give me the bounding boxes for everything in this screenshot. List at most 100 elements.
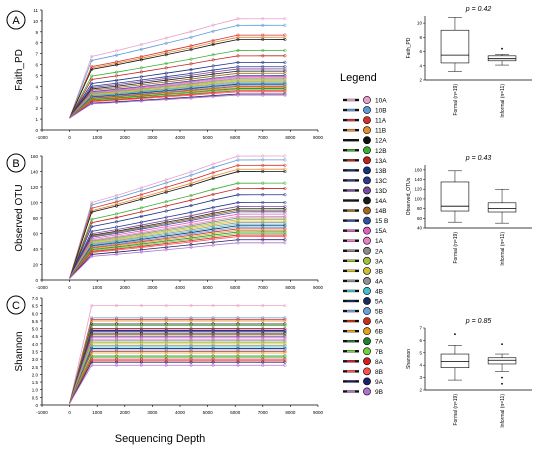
data-point xyxy=(283,231,287,236)
data-point xyxy=(236,48,240,52)
legend: Legend 10A 10B 11A 11B 12A 12B 13A 13B 13C 13D 14A… xyxy=(340,72,388,396)
data-point xyxy=(189,68,193,72)
data-point xyxy=(139,250,143,254)
data-point xyxy=(114,304,119,308)
y-tick-label: 5 xyxy=(35,73,38,78)
data-point xyxy=(114,360,119,364)
y-tick-label: 0 xyxy=(35,278,38,283)
x-tick-label: -1000 xyxy=(36,285,48,290)
legend-label: 9A xyxy=(375,379,384,386)
data-point xyxy=(236,360,240,364)
y-tick-label: 100 xyxy=(414,196,422,201)
data-point xyxy=(261,351,265,355)
x-tick-label: 6000 xyxy=(230,135,241,140)
data-point xyxy=(283,233,287,237)
y-tick-label: 4 xyxy=(419,63,422,68)
box-formal: Formal (n=19) xyxy=(440,17,470,116)
y-tick-label: 3 xyxy=(419,375,422,380)
data-point xyxy=(283,219,287,223)
y-tick-label: 140 xyxy=(30,170,38,175)
y-tick-label: 2.0 xyxy=(32,372,39,377)
series-12A xyxy=(69,37,287,119)
data-point xyxy=(211,70,215,74)
data-point xyxy=(283,227,287,231)
data-point xyxy=(236,23,240,27)
data-point xyxy=(139,319,143,323)
data-point xyxy=(283,33,287,37)
data-point xyxy=(189,173,193,177)
x-axis-label: Sequencing Depth xyxy=(115,433,206,445)
data-point xyxy=(211,216,215,220)
legend-item-7B: 7B xyxy=(343,347,383,356)
data-point xyxy=(211,304,215,308)
legend-item-3A: 3A xyxy=(343,256,384,265)
x-tick-label: 9000 xyxy=(313,135,324,140)
data-point xyxy=(189,214,193,218)
legend-item-13A: 13A xyxy=(343,156,387,165)
series-12B xyxy=(69,48,287,119)
y-axis-label: Faith_PD xyxy=(406,37,412,58)
y-tick-label: 4.0 xyxy=(32,342,39,347)
data-point xyxy=(283,207,287,211)
data-point xyxy=(261,241,265,245)
y-axis-label: Observed OTU xyxy=(14,184,25,251)
legend-label: 3B xyxy=(375,268,383,275)
data-point xyxy=(189,62,193,66)
data-point xyxy=(139,195,143,200)
legend-label: 4B xyxy=(375,288,383,295)
data-point xyxy=(164,200,168,204)
data-point xyxy=(211,214,215,218)
series-15A xyxy=(69,212,287,279)
data-point xyxy=(90,225,94,229)
data-point xyxy=(236,35,240,39)
legend-item-11A: 11A xyxy=(343,116,387,125)
data-point xyxy=(90,351,94,355)
p-value-title: p = 0.42 xyxy=(465,6,492,13)
data-point xyxy=(261,360,265,364)
legend-label: 10A xyxy=(375,98,387,105)
rarefaction-panel-C: C Shannon 0 0.5 1.0 1.5 2.0 2.5 3.0 3.5 4.0 4.5 5.0 5… xyxy=(6,295,324,415)
legend-item-15 B: 15 B xyxy=(343,216,388,225)
data-point xyxy=(139,75,143,79)
data-point xyxy=(283,225,287,229)
series-8B xyxy=(69,90,287,119)
x-tick-label: 0 xyxy=(68,285,71,290)
y-tick-label: 6 xyxy=(419,49,422,54)
data-point xyxy=(90,250,94,255)
data-point xyxy=(90,221,94,225)
data-point xyxy=(90,67,94,71)
data-point xyxy=(283,154,287,158)
data-point xyxy=(164,360,168,364)
data-point xyxy=(261,187,265,191)
data-point xyxy=(139,42,143,47)
data-point xyxy=(236,158,240,162)
legend-item-14A: 14A xyxy=(343,196,387,205)
data-point xyxy=(164,218,168,222)
data-point xyxy=(90,360,94,364)
data-point xyxy=(236,181,240,185)
y-tick-label: 11 xyxy=(33,8,38,13)
y-tick-label: 1.5 xyxy=(32,380,39,385)
data-point xyxy=(90,323,94,328)
x-tick-label: 8000 xyxy=(285,285,296,290)
x-tick-label: 4000 xyxy=(175,135,186,140)
data-point xyxy=(236,54,240,58)
y-tick-label: 0 xyxy=(35,128,38,133)
data-point xyxy=(211,91,215,96)
data-point xyxy=(164,215,168,219)
data-point xyxy=(283,216,287,220)
legend-item-4A: 4A xyxy=(343,276,384,285)
y-tick-label: 8 xyxy=(35,41,38,46)
data-point xyxy=(139,245,143,249)
data-point xyxy=(261,167,265,171)
data-point xyxy=(114,220,119,224)
series-5A xyxy=(69,346,287,404)
y-tick-label: 0 xyxy=(35,403,38,408)
y-tick-label: 4.5 xyxy=(32,334,39,339)
data-point xyxy=(236,351,240,355)
x-tick-label: 3000 xyxy=(147,285,158,290)
data-point xyxy=(283,323,287,328)
data-point xyxy=(261,17,265,21)
series-13A xyxy=(69,54,287,119)
y-tick-label: 1.0 xyxy=(32,388,39,393)
